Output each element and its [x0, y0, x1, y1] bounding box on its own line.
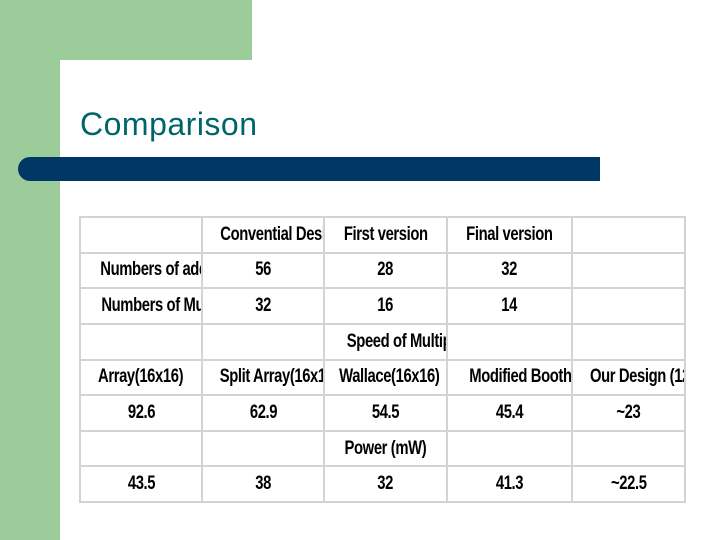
- table-row-power-heading: Power (mW): [79, 429, 686, 468]
- table-cell: 56: [201, 251, 325, 290]
- table-cell: [201, 429, 325, 468]
- table-cell: 32: [201, 287, 325, 325]
- table-cell: [79, 429, 203, 468]
- table-cell: [446, 322, 573, 361]
- table-row-multipliers: Numbers of Multiplier 32 16 14: [79, 287, 686, 325]
- table-cell: [571, 287, 686, 325]
- title-underline-bar: [18, 157, 600, 181]
- table-cell: Numbers of Multiplier: [79, 287, 203, 325]
- table-cell: 41.3: [446, 465, 573, 503]
- table-cell: 92.6: [79, 394, 203, 432]
- table-cell: 43.5: [79, 465, 203, 503]
- table-cell: [571, 429, 686, 468]
- table-cell: 32: [446, 251, 573, 290]
- table-row-header: Convential Design First version Final ve…: [79, 216, 686, 254]
- green-side-bar: [0, 0, 60, 540]
- table-cell: Power (mW): [323, 429, 448, 468]
- table-cell: 62.9: [201, 394, 325, 432]
- table-row-speed-heading: Speed of Multiplier (ns): [79, 322, 686, 361]
- table-cell: [571, 251, 686, 290]
- table-cell: Modified Booth(16x16): [446, 358, 573, 397]
- table-cell: 14: [446, 287, 573, 325]
- table-cell: [201, 322, 325, 361]
- table-cell: Wallace(16x16): [323, 358, 448, 397]
- rounded-corner: [60, 60, 100, 100]
- table-cell: [446, 429, 573, 468]
- table-cell: ~22.5: [571, 465, 686, 503]
- table-cell: [79, 322, 203, 361]
- table-cell: 28: [323, 251, 448, 290]
- table-row-speed-values: 92.6 62.9 54.5 45.4 ~23: [79, 394, 686, 432]
- table-cell: Final version: [446, 216, 573, 254]
- table-cell: First version: [323, 216, 448, 254]
- table-cell: 32: [323, 465, 448, 503]
- table-cell: 38: [201, 465, 325, 503]
- green-top-bar: [60, 0, 252, 60]
- table-cell: Speed of Multiplier (ns): [323, 322, 448, 361]
- table-cell: 54.5: [323, 394, 448, 432]
- table-cell: Array(16x16): [79, 358, 203, 397]
- table-cell: Split Array(16x16): [201, 358, 325, 397]
- table-cell: Convential Design: [201, 216, 325, 254]
- table-cell: Our Design (12x8): [571, 358, 686, 397]
- comparison-table: Convential Design First version Final ve…: [79, 216, 686, 503]
- table-cell: [571, 216, 686, 254]
- table-cell: [571, 322, 686, 361]
- table-cell: 45.4: [446, 394, 573, 432]
- table-cell: ~23: [571, 394, 686, 432]
- table-row-additions: Numbers of addition 56 28 32: [79, 251, 686, 290]
- table-row-power-values: 43.5 38 32 41.3 ~22.5: [79, 465, 686, 503]
- table-cell: Numbers of addition: [79, 251, 203, 290]
- table-cell: [79, 216, 203, 254]
- table-cell: 16: [323, 287, 448, 325]
- slide-title: Comparison: [80, 106, 258, 142]
- table-row-designs: Array(16x16) Split Array(16x16) Wallace(…: [79, 358, 686, 397]
